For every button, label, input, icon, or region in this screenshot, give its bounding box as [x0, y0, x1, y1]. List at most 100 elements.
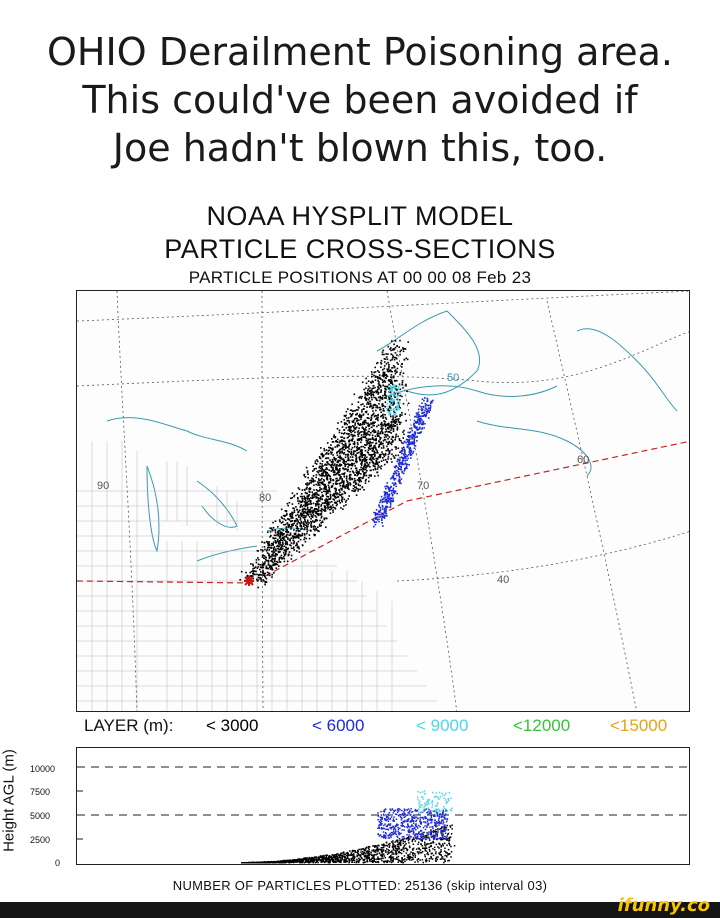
particle-dot — [389, 407, 392, 409]
section-particle-dot — [414, 810, 416, 812]
section-particle-dot — [412, 817, 415, 819]
particle-dot — [327, 506, 330, 509]
particle-dot — [319, 467, 322, 470]
particle-dot — [341, 496, 344, 499]
particle-dot — [394, 482, 397, 484]
particle-dot — [289, 544, 291, 546]
section-particle-dot — [415, 820, 417, 823]
particle-dot — [323, 469, 325, 471]
particle-dot — [397, 470, 400, 473]
particle-dot — [372, 394, 375, 397]
particle-dot — [385, 418, 388, 420]
particle-dot — [405, 467, 407, 469]
section-particle-dot — [393, 846, 395, 848]
section-particle-dot — [380, 810, 382, 813]
section-particle-dot — [442, 838, 444, 840]
particle-dot — [357, 401, 360, 403]
particle-dot — [387, 353, 389, 355]
section-particle-dot — [436, 835, 438, 838]
particle-dot — [351, 410, 354, 412]
section-particle-dot — [382, 850, 385, 852]
particle-dot — [383, 463, 386, 466]
section-particle-dot — [436, 833, 438, 835]
particle-dot — [374, 435, 377, 437]
section-particle-dot — [402, 862, 405, 864]
section-particle-dot — [387, 820, 390, 822]
particle-dot — [312, 512, 314, 514]
particle-dot — [404, 413, 407, 415]
section-particle-dot — [440, 830, 442, 832]
particle-dot — [302, 511, 305, 514]
particle-dot — [416, 421, 418, 424]
particle-dot — [283, 552, 285, 554]
section-particle-dot — [401, 858, 403, 860]
section-particle-dot — [385, 815, 388, 818]
particle-dot — [409, 431, 412, 433]
particle-dot — [369, 448, 371, 450]
particle-dot — [310, 521, 313, 523]
particle-dot — [383, 365, 386, 367]
section-particle-dot — [350, 859, 352, 861]
particle-dot — [359, 459, 361, 462]
section-particle-dot — [410, 811, 413, 813]
particle-dot — [292, 539, 295, 542]
particle-dot — [287, 553, 290, 556]
particle-dot — [353, 410, 355, 412]
particle-dot — [319, 484, 321, 486]
particle-dot — [269, 556, 271, 558]
particle-dot — [380, 427, 383, 429]
particle-dot — [316, 510, 318, 512]
particle-dot — [399, 468, 401, 470]
particle-dot — [374, 371, 377, 373]
section-particle-dot — [409, 856, 412, 858]
section-particle-dot — [409, 830, 411, 833]
particle-dot — [275, 541, 277, 543]
particle-dot — [286, 529, 288, 531]
particle-dot — [363, 388, 365, 391]
particle-dot — [303, 533, 306, 535]
particle-dot — [378, 504, 380, 506]
particle-dot — [336, 493, 338, 496]
particle-dot — [404, 467, 406, 470]
particle-dot — [421, 412, 423, 415]
particle-dot — [388, 495, 391, 497]
particle-dot — [329, 464, 332, 467]
section-particle-dot — [340, 852, 342, 855]
particle-dot — [319, 496, 322, 498]
particle-dot — [319, 525, 321, 527]
particle-dot — [335, 483, 337, 485]
nova-scotia-shore — [476, 420, 592, 477]
section-particle-dot — [336, 853, 338, 855]
particle-dot — [350, 448, 353, 451]
particle-dot — [369, 461, 371, 464]
section-particle-dot — [397, 855, 400, 858]
particle-dot — [306, 532, 308, 535]
lat-label-50: 50 — [447, 372, 459, 384]
particle-dot — [358, 427, 360, 430]
section-particle-dot — [412, 849, 414, 851]
particle-dot — [328, 482, 330, 484]
particle-dot — [403, 440, 406, 443]
particle-dot — [371, 391, 374, 393]
particle-dot — [345, 432, 348, 435]
particle-dot — [425, 408, 428, 411]
particle-dot — [314, 528, 316, 531]
particle-dot — [358, 481, 361, 483]
legend-item-3000: < 3000 — [206, 716, 259, 735]
particle-dot — [384, 485, 386, 488]
particle-dot — [310, 480, 313, 482]
particle-dot — [401, 380, 404, 382]
particle-dot — [239, 579, 241, 581]
particle-dot — [260, 549, 262, 551]
section-particle-dot — [294, 859, 297, 861]
section-particle-dot — [368, 857, 370, 859]
particle-dot — [352, 490, 355, 492]
particle-dot — [330, 486, 333, 488]
particle-dot — [379, 431, 382, 433]
section-particle-dot — [320, 856, 323, 859]
section-particle-dot — [252, 862, 254, 864]
particle-dot — [370, 405, 373, 408]
section-particle-dot — [433, 838, 435, 840]
particle-dot — [328, 489, 331, 491]
particle-dot — [334, 436, 337, 439]
